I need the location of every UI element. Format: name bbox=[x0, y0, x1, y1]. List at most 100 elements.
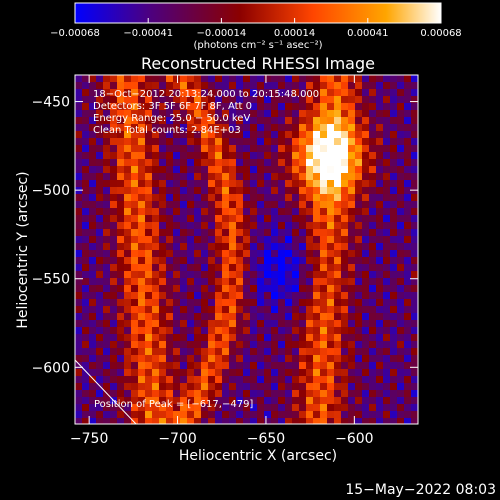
heatmap-cell bbox=[327, 285, 334, 292]
heatmap-cell bbox=[313, 152, 320, 159]
heatmap-cell bbox=[271, 124, 278, 131]
heatmap-cell bbox=[404, 229, 411, 236]
heatmap-cell bbox=[376, 201, 383, 208]
heatmap-cell bbox=[243, 278, 250, 285]
heatmap-cell bbox=[369, 131, 376, 138]
heatmap-cell bbox=[362, 222, 369, 229]
heatmap-cell bbox=[110, 334, 117, 341]
heatmap-cell bbox=[334, 208, 341, 215]
heatmap-cell bbox=[341, 271, 348, 278]
heatmap-cell bbox=[334, 229, 341, 236]
heatmap-cell bbox=[411, 397, 418, 404]
heatmap-cell bbox=[138, 397, 145, 404]
heatmap-cell bbox=[313, 334, 320, 341]
heatmap-cell bbox=[208, 103, 215, 110]
heatmap-cell bbox=[327, 187, 334, 194]
heatmap-cell bbox=[89, 82, 96, 89]
heatmap-cell bbox=[362, 292, 369, 299]
heatmap-cell bbox=[264, 306, 271, 313]
heatmap-cell bbox=[103, 222, 110, 229]
heatmap-cell bbox=[187, 194, 194, 201]
heatmap-cell bbox=[320, 376, 327, 383]
heatmap-cell bbox=[278, 320, 285, 327]
heatmap-cell bbox=[271, 348, 278, 355]
heatmap-cell bbox=[257, 411, 264, 418]
heatmap-cell bbox=[376, 208, 383, 215]
heatmap-cell bbox=[96, 117, 103, 124]
heatmap-cell bbox=[96, 320, 103, 327]
heatmap-cell bbox=[327, 222, 334, 229]
heatmap-cell bbox=[96, 362, 103, 369]
heatmap-cell bbox=[145, 236, 152, 243]
heatmap-cell bbox=[397, 355, 404, 362]
heatmap-cell bbox=[82, 250, 89, 257]
heatmap-cell bbox=[271, 89, 278, 96]
heatmap-cell bbox=[89, 341, 96, 348]
heatmap-cell bbox=[173, 383, 180, 390]
heatmap-cell bbox=[173, 201, 180, 208]
heatmap-cell bbox=[201, 362, 208, 369]
heatmap-cell bbox=[215, 145, 222, 152]
heatmap-cell bbox=[124, 180, 131, 187]
heatmap-cell bbox=[320, 383, 327, 390]
heatmap-cell bbox=[173, 341, 180, 348]
heatmap-cell bbox=[348, 250, 355, 257]
heatmap-cell bbox=[103, 341, 110, 348]
heatmap-cell bbox=[348, 348, 355, 355]
heatmap-cell bbox=[383, 124, 390, 131]
heatmap-cell bbox=[110, 376, 117, 383]
heatmap-cell bbox=[369, 89, 376, 96]
heatmap-cell bbox=[243, 166, 250, 173]
heatmap-cell bbox=[201, 397, 208, 404]
heatmap-cell bbox=[327, 404, 334, 411]
heatmap-cell bbox=[208, 215, 215, 222]
heatmap-cell bbox=[173, 194, 180, 201]
heatmap-cell bbox=[208, 397, 215, 404]
heatmap-cell bbox=[103, 264, 110, 271]
heatmap-cell bbox=[278, 222, 285, 229]
heatmap-cell bbox=[369, 229, 376, 236]
heatmap-cell bbox=[194, 299, 201, 306]
heatmap-cell bbox=[404, 271, 411, 278]
heatmap-cell bbox=[208, 355, 215, 362]
heatmap-cell bbox=[159, 355, 166, 362]
heatmap-cell bbox=[194, 152, 201, 159]
heatmap-cell bbox=[306, 348, 313, 355]
heatmap-cell bbox=[313, 271, 320, 278]
heatmap-cell bbox=[138, 250, 145, 257]
heatmap-cell bbox=[292, 124, 299, 131]
heatmap-cell bbox=[362, 404, 369, 411]
heatmap-cell bbox=[250, 152, 257, 159]
heatmap-cell bbox=[264, 292, 271, 299]
heatmap-cell bbox=[243, 89, 250, 96]
heatmap-cell bbox=[299, 229, 306, 236]
heatmap-cell bbox=[320, 313, 327, 320]
heatmap-cell bbox=[222, 194, 229, 201]
heatmap-cell bbox=[404, 194, 411, 201]
heatmap-cell bbox=[194, 222, 201, 229]
heatmap-cell bbox=[96, 103, 103, 110]
heatmap-cell bbox=[117, 138, 124, 145]
heatmap-cell bbox=[138, 131, 145, 138]
heatmap-cell bbox=[250, 215, 257, 222]
heatmap-cell bbox=[299, 201, 306, 208]
heatmap-cell bbox=[131, 376, 138, 383]
heatmap-cell bbox=[299, 341, 306, 348]
heatmap-cell bbox=[257, 201, 264, 208]
heatmap-cell bbox=[187, 292, 194, 299]
heatmap-cell bbox=[299, 355, 306, 362]
heatmap-cell bbox=[278, 173, 285, 180]
heatmap-cell bbox=[257, 243, 264, 250]
heatmap-cell bbox=[257, 173, 264, 180]
y-tick-label: −550 bbox=[32, 272, 70, 288]
heatmap-cell bbox=[201, 187, 208, 194]
heatmap-cell bbox=[117, 229, 124, 236]
heatmap-cell bbox=[250, 201, 257, 208]
heatmap-cell bbox=[404, 152, 411, 159]
heatmap-cell bbox=[96, 180, 103, 187]
heatmap-cell bbox=[404, 117, 411, 124]
heatmap-cell bbox=[397, 404, 404, 411]
heatmap-cell bbox=[208, 208, 215, 215]
heatmap-cell bbox=[369, 390, 376, 397]
heatmap-cell bbox=[152, 334, 159, 341]
